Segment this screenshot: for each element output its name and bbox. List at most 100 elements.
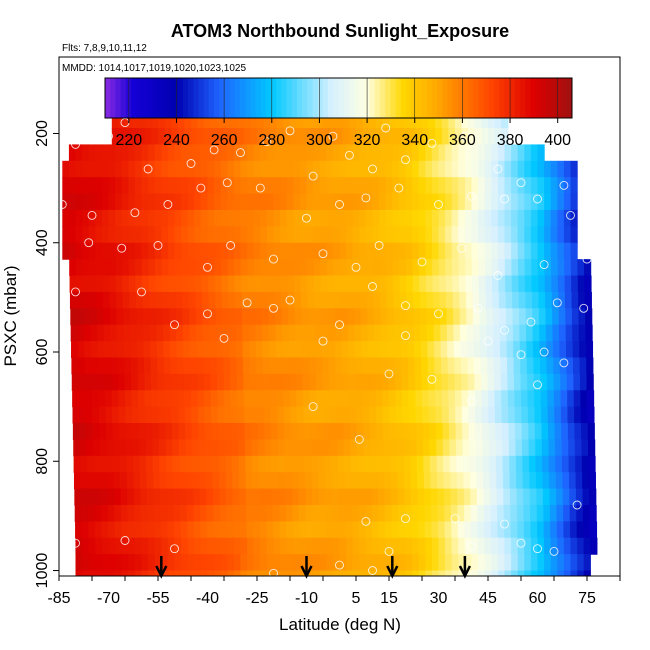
heatmap-cell: [559, 357, 568, 375]
heatmap-cell: [392, 537, 400, 555]
heatmap-cell: [425, 259, 433, 277]
heatmap-cell: [161, 177, 169, 195]
heatmap-cell: [157, 390, 166, 408]
heatmap-cell: [142, 308, 151, 326]
heatmap-cell: [293, 570, 301, 576]
heatmap-cell: [427, 357, 436, 375]
heatmap-cell: [588, 472, 596, 490]
heatmap-cell: [422, 128, 430, 146]
heatmap-cell: [266, 193, 275, 211]
dates-subtitle: MMDD: 1014,1017,1019,1020,1023,1025: [62, 63, 246, 74]
heatmap-cell: [385, 160, 393, 178]
heatmap-cell: [274, 291, 282, 309]
heatmap-cell: [349, 111, 357, 129]
heatmap-cell: [551, 291, 559, 309]
heatmap-cell: [361, 324, 369, 342]
heatmap-cell: [339, 570, 347, 576]
heatmap-cell: [579, 357, 587, 375]
heatmap-cell: [215, 308, 223, 326]
heatmap-cell: [414, 341, 422, 359]
heatmap-cell: [183, 341, 191, 359]
heatmap-cell: [288, 308, 296, 326]
heatmap-cell: [245, 472, 253, 490]
heatmap-cell: [217, 128, 225, 146]
heatmap-cell: [69, 259, 77, 277]
heatmap-cell: [313, 259, 321, 277]
heatmap-cell: [431, 537, 440, 555]
heatmap-cell: [471, 226, 479, 244]
colorbar-segment: [525, 78, 531, 118]
heatmap-cell: [155, 275, 163, 293]
heatmap-cell: [429, 423, 437, 441]
sample-point: [203, 262, 212, 272]
heatmap-cell: [402, 390, 410, 408]
heatmap-cell: [185, 423, 193, 441]
heatmap-cell: [356, 406, 364, 424]
heatmap-cell: [110, 341, 118, 359]
heatmap-cell: [62, 226, 70, 244]
heatmap-cell: [385, 242, 393, 260]
heatmap-cell: [252, 488, 260, 506]
heatmap-cell: [151, 111, 159, 129]
heatmap-cell: [527, 390, 535, 408]
heatmap-cell: [368, 341, 376, 359]
heatmap-cell: [237, 111, 245, 129]
heatmap-cell: [151, 406, 159, 424]
colorbar-segment: [359, 78, 365, 118]
heatmap-cell: [339, 537, 347, 555]
heatmap-cell: [541, 423, 549, 441]
heatmap-cell: [213, 504, 221, 522]
heatmap-cell: [485, 291, 493, 309]
heatmap-cell: [134, 242, 143, 260]
heatmap-cell: [167, 144, 176, 162]
heatmap-cell: [441, 373, 449, 391]
heatmap-cell: [240, 521, 248, 539]
heatmap-cell: [497, 537, 506, 555]
heatmap-cell: [200, 554, 209, 572]
heatmap-cell: [139, 455, 147, 473]
heatmap-cell: [373, 291, 381, 309]
heatmap-cell: [329, 373, 337, 391]
heatmap-cell: [166, 472, 174, 490]
heatmap-cell: [212, 472, 220, 490]
heatmap-cell: [548, 455, 557, 473]
heatmap-cell: [204, 111, 212, 129]
heatmap-cell: [387, 308, 395, 326]
heatmap-cell: [206, 488, 214, 506]
heatmap-cell: [220, 537, 228, 555]
heatmap-cell: [137, 357, 145, 375]
heatmap-cell: [322, 390, 331, 408]
heatmap-cell: [395, 390, 403, 408]
heatmap-cell: [359, 275, 368, 293]
heatmap-cell: [399, 275, 407, 293]
heatmap-cell: [379, 537, 387, 555]
heatmap-cell: [369, 111, 377, 129]
heatmap-cell: [497, 554, 506, 572]
heatmap-cell: [253, 521, 261, 539]
heatmap-cell: [281, 308, 289, 326]
heatmap-cell: [379, 275, 387, 293]
sample-point: [500, 194, 509, 204]
x-tick-label: -70: [97, 590, 120, 607]
heatmap-cell: [586, 373, 594, 391]
heatmap-cell: [114, 504, 122, 522]
heatmap-cell: [526, 341, 534, 359]
heatmap-cell: [319, 209, 327, 227]
heatmap-cell: [303, 390, 311, 408]
colorbar-segment: [110, 78, 116, 118]
heatmap-cell: [98, 406, 107, 424]
heatmap-cell: [188, 259, 196, 277]
heatmap-cell: [389, 406, 397, 424]
heatmap-cell: [140, 504, 148, 522]
heatmap-cell: [410, 488, 419, 506]
heatmap-cell: [574, 439, 583, 457]
heatmap-cell: [175, 308, 184, 326]
heatmap-cell: [135, 259, 143, 277]
heatmap-cell: [504, 193, 512, 211]
heatmap-cell: [510, 504, 518, 522]
heatmap-cell: [346, 259, 354, 277]
heatmap-cell: [276, 111, 284, 129]
heatmap-cell: [286, 226, 294, 244]
heatmap-cell: [464, 570, 473, 576]
heatmap-cell: [545, 324, 554, 342]
